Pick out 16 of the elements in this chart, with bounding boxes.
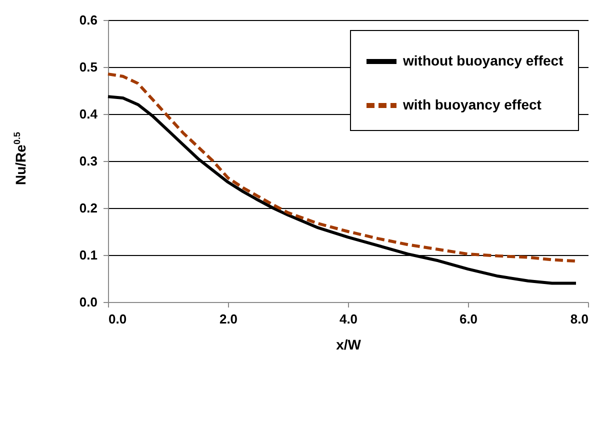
y-tick-label: 0.6: [79, 12, 98, 28]
legend-label: with buoyancy effect: [402, 96, 542, 112]
y-tick-label: 0.2: [79, 200, 98, 216]
legend-label: without buoyancy effect: [402, 52, 564, 68]
y-tick-label: 0.5: [79, 60, 98, 74]
x-tick-label: 4.0: [339, 312, 358, 326]
y-tick-label: 0.1: [79, 248, 98, 262]
x-tick-label: 0.0: [108, 312, 127, 326]
y-tick-label: 0.0: [79, 294, 98, 310]
y-tick-label: 0.3: [79, 154, 98, 168]
x-tick-label: 2.0: [219, 312, 238, 326]
x-tick-label: 6.0: [459, 312, 478, 326]
line-series: [106, 72, 578, 263]
y-tick-label: 0.4: [79, 106, 98, 122]
x-axis-title: x/W: [336, 336, 362, 352]
x-tick-label: 8.0: [570, 312, 588, 326]
